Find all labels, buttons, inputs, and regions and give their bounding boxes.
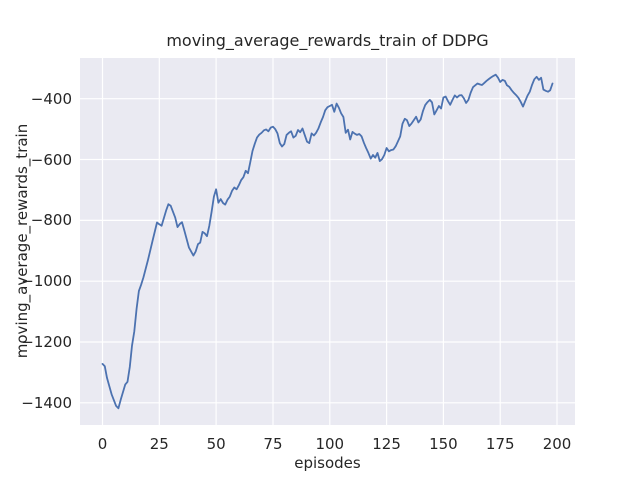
plot-area-background — [80, 58, 575, 425]
y-tick-label: −800 — [30, 211, 72, 230]
y-tick-label: −1000 — [21, 272, 72, 291]
y-tick-label: −1200 — [21, 333, 72, 351]
x-tick-label: 150 — [429, 435, 458, 453]
x-tick-label: 100 — [315, 435, 345, 453]
x-tick-label: 50 — [206, 435, 226, 453]
y-tick-label: −600 — [30, 150, 72, 169]
chart-title: moving_average_rewards_train of DDPG — [166, 31, 489, 50]
x-tick-label: 125 — [372, 435, 401, 453]
grid-lines — [80, 58, 575, 425]
x-tick-label: 0 — [97, 435, 108, 453]
x-tick-label: 25 — [149, 435, 169, 453]
y-tick-label: −400 — [30, 89, 72, 108]
x-axis-label: episodes — [294, 454, 361, 472]
x-tick-label: 200 — [542, 435, 572, 453]
x-tick-label: 75 — [263, 435, 283, 453]
y-tick-label: −1400 — [21, 393, 72, 412]
ddpg-reward-line — [101, 73, 554, 410]
x-tick-label: 175 — [485, 435, 515, 453]
